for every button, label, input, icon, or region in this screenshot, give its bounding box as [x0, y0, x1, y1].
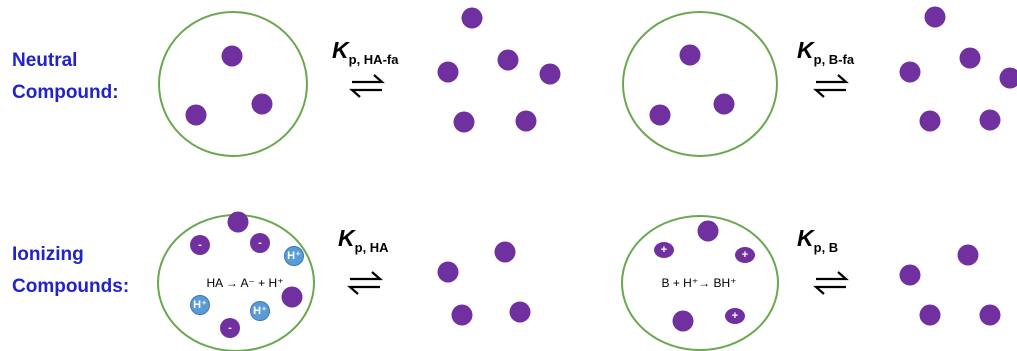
- row-label: Compounds:: [12, 276, 129, 297]
- constant-label: Kp, HA: [338, 225, 389, 255]
- molecule: [498, 50, 519, 71]
- diagram: Neutral Compound: Ionizing Compounds: Kp, HA…: [0, 0, 1017, 351]
- molecule: [698, 221, 719, 242]
- molecule: [438, 262, 459, 283]
- molecule: [925, 7, 946, 28]
- molecule: [186, 105, 207, 126]
- molecule: [673, 311, 694, 332]
- molecule: [438, 62, 459, 83]
- molecule: [960, 48, 981, 69]
- equilibrium-arrow: [816, 272, 846, 294]
- constant-subscript: p, B-fa: [814, 52, 855, 67]
- ion-label: +: [661, 244, 667, 256]
- molecule: [462, 8, 483, 29]
- molecule: [282, 287, 303, 308]
- constant-subscript: p, HA: [355, 240, 390, 255]
- constant-symbol: K: [797, 225, 815, 251]
- ion-label: +: [732, 310, 738, 322]
- ion-label: H⁺: [253, 305, 267, 317]
- equation: B + H⁺→ BH⁺: [661, 276, 736, 290]
- molecule: [495, 242, 516, 263]
- molecule: [1000, 68, 1017, 89]
- compartment: [159, 12, 307, 156]
- molecule: [252, 94, 273, 115]
- ion-label: -: [198, 239, 202, 251]
- molecule: [714, 94, 735, 115]
- molecule: [452, 305, 473, 326]
- ion-label: H⁺: [287, 250, 301, 262]
- ion-label: -: [228, 322, 232, 334]
- row-label: Compound:: [12, 82, 119, 103]
- constant-subscript: p, HA-fa: [349, 52, 400, 67]
- constant-label: Kp, HA-fa: [332, 37, 399, 67]
- equilibrium-arrow: [816, 75, 846, 97]
- equation: HA → A⁻ + H⁺: [206, 276, 283, 290]
- molecule: [228, 212, 249, 233]
- constant-subscript: p, B: [814, 240, 839, 255]
- equilibrium-arrow: [350, 272, 380, 294]
- molecule: [900, 265, 921, 286]
- molecule: [958, 245, 979, 266]
- constant-label: Kp, B: [797, 225, 838, 255]
- ion-label: +: [742, 249, 748, 261]
- constant-symbol: K: [332, 37, 350, 63]
- molecule: [540, 64, 561, 85]
- molecule: [980, 305, 1001, 326]
- constant-label: Kp, B-fa: [797, 37, 855, 67]
- molecule: [516, 111, 537, 132]
- molecule: [650, 105, 671, 126]
- molecule: [454, 112, 475, 133]
- molecule: [920, 111, 941, 132]
- constant-symbol: K: [338, 225, 356, 251]
- compartment: [623, 12, 777, 156]
- molecule: [680, 45, 701, 66]
- molecule: [980, 110, 1001, 131]
- equilibrium-arrow: [352, 75, 382, 97]
- ion-label: H⁺: [193, 299, 207, 311]
- molecule: [900, 62, 921, 83]
- row-label: Ionizing: [12, 244, 84, 265]
- molecule: [920, 305, 941, 326]
- row-label: Neutral: [12, 50, 77, 71]
- molecule: [222, 46, 243, 67]
- molecule: [510, 302, 531, 323]
- constant-symbol: K: [797, 37, 815, 63]
- ion-label: -: [258, 237, 262, 249]
